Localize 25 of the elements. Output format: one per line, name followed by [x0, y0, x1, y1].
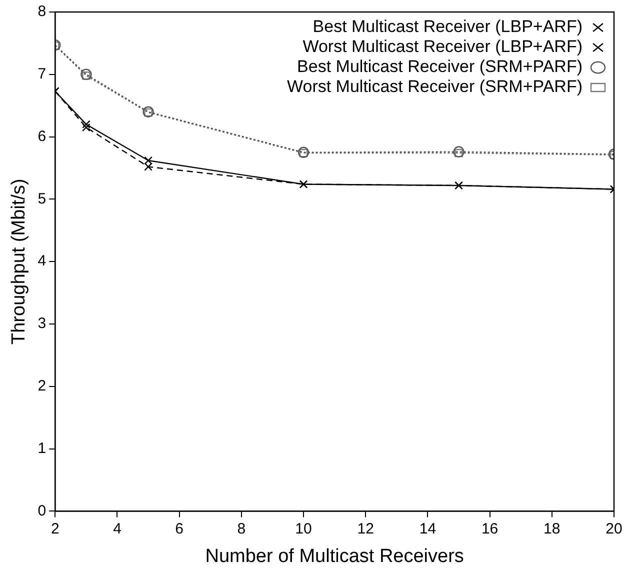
- y-tick-label: 0: [38, 502, 46, 520]
- x-tick-label: 2: [50, 520, 60, 538]
- x-tick-label: 6: [175, 520, 184, 538]
- y-tick-label: 4: [38, 252, 46, 270]
- x-tick-label: 8: [237, 520, 246, 538]
- y-tick-label: 3: [38, 315, 46, 332]
- y-tick-label: 1: [38, 440, 46, 457]
- x-tick-label: 18: [544, 520, 560, 538]
- y-tick-label: 8: [38, 3, 46, 20]
- legend-label: Best Multicast Receiver (SRM+PARF): [297, 57, 582, 76]
- x-tick-label: 10: [295, 520, 312, 538]
- y-tick-label: 5: [38, 190, 46, 208]
- legend-label: Worst Multicast Receiver (SRM+PARF): [287, 77, 582, 96]
- y-tick-label: 6: [38, 128, 46, 145]
- y-axis-title: Throughput (Mbit/s): [8, 178, 30, 344]
- x-tick-label: 4: [113, 520, 122, 538]
- x-axis-title: Number of Multicast Receivers: [205, 546, 464, 567]
- y-tick-label: 7: [38, 66, 46, 83]
- x-tick-label: 12: [357, 520, 374, 538]
- legend-label: Worst Multicast Receiver (LBP+ARF): [302, 37, 582, 56]
- legend-label: Best Multicast Receiver (LBP+ARF): [312, 17, 582, 36]
- x-tick-label: 16: [481, 520, 498, 538]
- x-tick-label: 20: [606, 520, 622, 538]
- y-tick-label: 2: [38, 378, 46, 395]
- x-tick-label: 14: [419, 520, 436, 538]
